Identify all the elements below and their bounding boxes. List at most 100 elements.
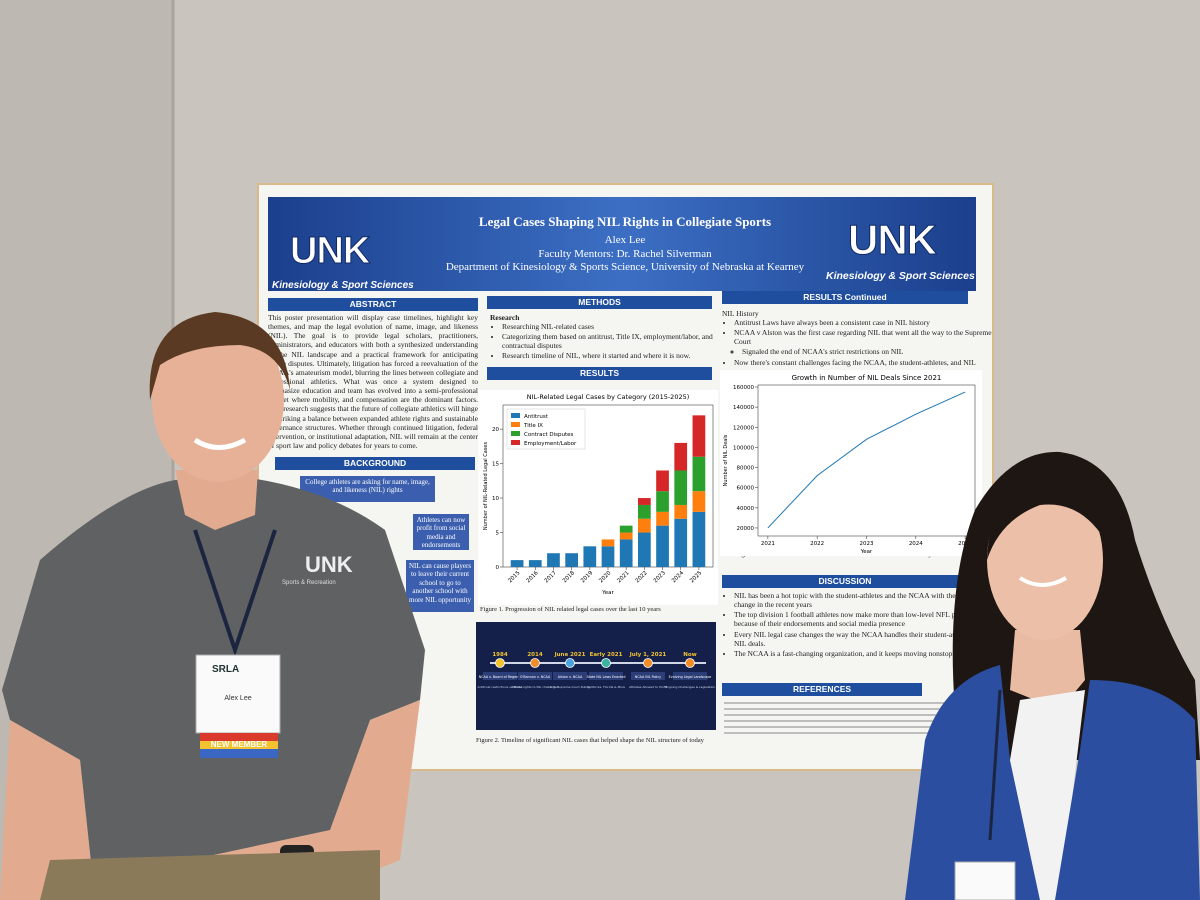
y-tick-label: 60000 (737, 486, 755, 492)
bar-segment (638, 518, 651, 533)
discussion-item: Every NIL legal case changes the way the… (734, 630, 992, 648)
timeline: 1984 NCAA v. Board of Regents Antitrust re… (478, 652, 716, 689)
timeline-event: O'Bannon v. NCAA (520, 675, 551, 679)
section-heading: RESULTS Continued (722, 291, 968, 304)
timeline-detail: U.S. Supreme Court Ruling (550, 685, 590, 689)
badge (954, 861, 1016, 900)
bar-segment (692, 491, 706, 512)
arm (0, 720, 95, 900)
figure-caption: Figure 1. Progression of NIL related leg… (480, 606, 661, 613)
timeline-detail: Antitrust restrictions on NCAA (478, 685, 524, 689)
timeline-label-bg (518, 672, 552, 680)
speech-bubble: College athletes are asking for name, im… (300, 476, 435, 502)
timeline-date: 1984 (492, 652, 507, 658)
bar-segment (638, 532, 651, 567)
section-heading: DISCUSSION (722, 575, 968, 588)
chart-title: Growth in Number of NIL Deals Since 2021 (792, 374, 942, 382)
bar-chart: NIL-Related Legal Cases by Category (201… (478, 390, 718, 605)
lanyard (193, 529, 277, 657)
timeline-dot (643, 658, 653, 668)
poster-title: Legal Cases Shaping NIL Rights in Colleg… (478, 214, 772, 229)
speech-bubble: Athletes can now profit from social medi… (413, 514, 469, 550)
logo-mark: UNK (848, 215, 938, 263)
timeline-event: State NIL Laws Enacted (587, 675, 626, 679)
bar-segment (674, 518, 688, 567)
smile (1018, 576, 1068, 587)
x-axis-label: Year (860, 549, 873, 555)
timeline-detail: Athletes Allowed to Profit (629, 685, 668, 689)
results-item: Antitrust Laws have always been a consis… (734, 318, 992, 327)
bar-segment (656, 470, 669, 492)
neck (1010, 630, 1085, 710)
y-axis-label: Number of NIL-Related Legal Cases (483, 442, 489, 531)
poster-department: Department of Kinesiology & Sports Scien… (445, 261, 805, 273)
logo-subtitle: Kinesiology & Sport Sciences (826, 270, 975, 282)
speech-bubble: NIL can cause players to leave their cur… (406, 560, 474, 612)
bar-segment (674, 442, 688, 471)
timeline-event: NCAA NIL Policy (635, 675, 661, 679)
results-list: Antitrust Laws have always been a consis… (722, 318, 992, 374)
bar-segment (510, 560, 524, 567)
bar-segment (656, 491, 669, 512)
bangs (987, 478, 1105, 560)
hair (149, 312, 290, 400)
timeline-detail: California, Florida & More (587, 685, 625, 689)
bar-segment (656, 511, 669, 526)
bar-segment (692, 415, 706, 457)
y-tick-label: 5 (496, 531, 500, 537)
bar-segment (674, 470, 688, 505)
smile (193, 437, 247, 450)
y-tick-label: 0 (496, 565, 500, 571)
bar-segment (692, 511, 706, 567)
bar-segment (601, 546, 615, 567)
bar-segment (547, 553, 560, 567)
bar-segment (619, 532, 633, 540)
timeline-dot (685, 658, 695, 668)
y-tick-label: 15 (492, 462, 499, 468)
results-item: NCAA v Alston was the first case regardi… (734, 328, 992, 346)
woman (905, 451, 1200, 900)
y-tick-label: 160000 (733, 385, 754, 391)
x-tick-label: 2023 (860, 541, 874, 547)
methods-list: Researching NIL-related cases Categorizi… (490, 322, 724, 362)
discussion-list: NIL has been a hot topic with the studen… (722, 591, 992, 659)
methods-subheading: Research (490, 313, 520, 322)
timeline-event: Alston v. NCAA (558, 675, 583, 679)
bar-segment (583, 546, 597, 567)
y-tick-label: 140000 (733, 405, 754, 411)
bar-segment (692, 456, 706, 492)
y-tick-label: 10 (492, 496, 499, 502)
section-heading: RESULTS (487, 367, 712, 380)
pants (40, 850, 380, 900)
results-subheading: NIL History (722, 309, 759, 318)
abstract-text: This poster presentation will display ca… (268, 313, 478, 450)
timeline-date: Early 2021 (590, 652, 623, 658)
section-heading: BACKGROUND (275, 457, 475, 470)
ribbon-text: NEW MEMBER (211, 740, 268, 749)
legend-label: Antitrust (524, 414, 549, 420)
timeline-dot (530, 658, 540, 668)
legend-swatch (511, 440, 520, 445)
timeline-label-bg (589, 672, 623, 680)
results-item: Now there's constant challenges facing t… (734, 358, 992, 367)
timeline-label-bg (553, 672, 587, 680)
x-tick-label: 2024 (909, 541, 923, 547)
logo-mark: UNK (289, 229, 370, 272)
chart-bg (720, 370, 982, 556)
section-heading: REFERENCES (722, 683, 922, 696)
y-tick-label: 80000 (737, 466, 755, 472)
man: UNK Sports & Recreation SRLA Alex Lee NE… (0, 312, 425, 900)
discussion-item: The top division 1 football athletes now… (734, 610, 992, 628)
ribbon (200, 733, 278, 741)
head (152, 318, 284, 482)
legend-swatch (511, 422, 520, 427)
timeline-label-bg (483, 672, 517, 680)
poster-author: Alex Lee (604, 234, 646, 246)
chart-title: NIL-Related Legal Cases by Category (201… (527, 393, 690, 401)
arm (190, 700, 420, 900)
timeline-detail: Athlete rights to NIL challenged (511, 685, 559, 689)
bar-segment (638, 498, 651, 505)
bar-segment (656, 525, 669, 567)
timeline-detail: Ongoing Challenges & Legislation (665, 685, 716, 689)
